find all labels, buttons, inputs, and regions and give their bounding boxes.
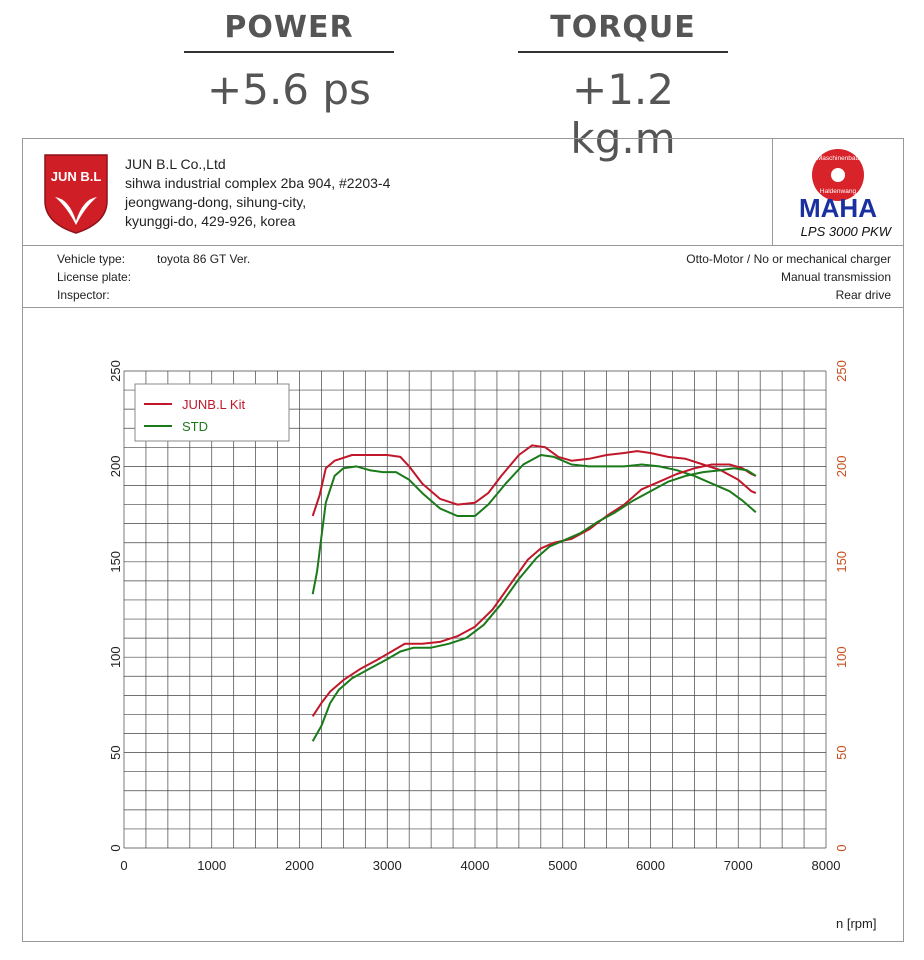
- kit-upper-curve: [311, 444, 757, 517]
- drive-type: Rear drive: [835, 288, 891, 302]
- maha-name: MAHA: [799, 193, 877, 219]
- y-tick-label-left: 250: [108, 360, 123, 382]
- y-tick-label-right: 0: [834, 844, 849, 851]
- x-tick-label: 3000: [373, 858, 402, 873]
- logo-text: JUN B.L: [51, 169, 102, 184]
- x-tick-label: 5000: [548, 858, 577, 873]
- legend-box: [134, 383, 290, 442]
- engine-type: Otto-Motor / No or mechanical charger: [686, 252, 891, 266]
- y-tick-label-left: 150: [108, 551, 123, 573]
- vehicle-info: Vehicle type: toyota 86 GT Ver. License p…: [23, 245, 903, 308]
- company-line: kyunggi-do, 429-926, korea: [125, 213, 296, 229]
- y-tick-label-left: 200: [108, 456, 123, 478]
- x-tick-label: 7000: [724, 858, 753, 873]
- company-address: JUN B.L Co.,Ltd sihwa industrial complex…: [125, 155, 390, 231]
- power-stat: POWER +5.6 ps: [184, 10, 394, 114]
- maha-model: LPS 3000 PKW: [800, 224, 891, 239]
- y-tick-label-right: 100: [834, 646, 849, 668]
- x-tick-label: 6000: [636, 858, 665, 873]
- company-line: sihwa industrial complex 2ba 904, #2203-…: [125, 175, 391, 191]
- maha-top-text: Maschinenbau: [817, 155, 860, 162]
- vehicle-type-label: Vehicle type:: [57, 252, 126, 266]
- y-tick-label-left: 0: [108, 844, 123, 851]
- legend-label: STD: [182, 419, 208, 434]
- x-tick-label: 1000: [197, 858, 226, 873]
- maha-bottom-text: Haldenwang: [820, 188, 857, 195]
- power-value: +5.6 ps: [207, 65, 371, 114]
- x-tick-label: 8000: [812, 858, 841, 873]
- x-tick-label: 0: [120, 858, 127, 873]
- vehicle-info-right: Otto-Motor / No or mechanical charger Ma…: [686, 250, 891, 304]
- power-label: POWER: [184, 10, 394, 53]
- std-lower-curve: [311, 467, 757, 742]
- legend-label: JUNB.L Kit: [182, 397, 245, 412]
- company-line: jeongwang-dong, sihung-city,: [125, 194, 307, 210]
- torque-label: TORQUE: [518, 10, 728, 53]
- x-tick-label: 2000: [285, 858, 314, 873]
- y-tick-label-left: 50: [108, 745, 123, 759]
- license-plate-label: License plate:: [57, 270, 132, 284]
- maha-logo: Maschinenbau Haldenwang MAHA: [799, 149, 877, 219]
- y-tick-label-right: 200: [834, 456, 849, 478]
- vehicle-type-value: toyota 86 GT Ver.: [157, 252, 251, 266]
- dyno-report: JUN B.L JUN B.L Co.,Ltd sihwa industrial…: [22, 138, 904, 942]
- std-upper-curve: [311, 454, 757, 595]
- report-header: JUN B.L JUN B.L Co.,Ltd sihwa industrial…: [23, 139, 903, 246]
- maha-box: Maschinenbau Haldenwang MAHA LPS 3000 PK…: [772, 139, 903, 245]
- x-unit-label: n [rpm]: [836, 916, 877, 931]
- kit-lower-curve: [311, 463, 757, 717]
- y-tick-label-right: 50: [834, 745, 849, 759]
- x-tick-label: 4000: [461, 858, 490, 873]
- junbl-logo: JUN B.L: [44, 154, 108, 234]
- inspector-label: Inspector:: [57, 288, 110, 302]
- vehicle-info-left: Vehicle type: toyota 86 GT Ver. License p…: [57, 250, 250, 304]
- company-line: JUN B.L Co.,Ltd: [125, 156, 226, 172]
- y-tick-label-right: 250: [834, 360, 849, 382]
- y-tick-label-right: 150: [834, 551, 849, 573]
- transmission-type: Manual transmission: [780, 270, 891, 284]
- y-tick-label-left: 100: [108, 646, 123, 668]
